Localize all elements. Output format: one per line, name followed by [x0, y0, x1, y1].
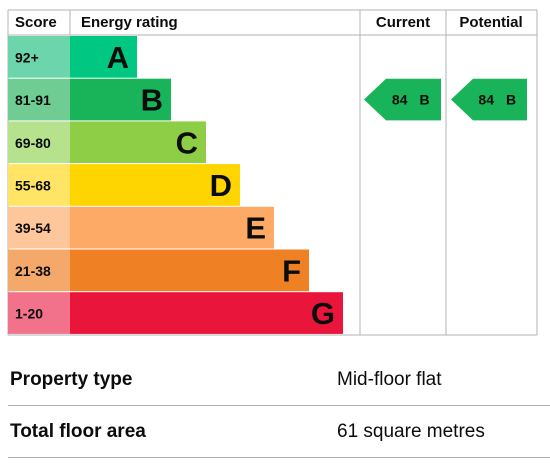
current-rating-letter: B — [420, 92, 430, 108]
score-label-e: 39-54 — [15, 220, 51, 236]
property-divider — [8, 405, 550, 406]
floor-area-label: Total floor area — [10, 421, 146, 442]
floor-area-value: 61 square metres — [337, 421, 485, 442]
score-cell-d — [8, 164, 70, 206]
rating-bands: 92+ A 81-91 B 69-80 C 55-68 D 39-54 E 21-38 F 1-20 G — [8, 36, 343, 334]
band-bar-f — [70, 249, 309, 292]
score-label-g: 1-20 — [15, 306, 43, 322]
band-letter-d: D — [210, 168, 232, 203]
band-bar-d — [70, 164, 240, 206]
header-current: Current — [376, 14, 430, 31]
header-score: Score — [15, 14, 57, 31]
band-bar-e — [70, 206, 274, 249]
band-bar-c — [70, 121, 206, 164]
band-bar-g — [70, 292, 343, 334]
score-cell-c — [8, 121, 70, 164]
score-label-c: 69-80 — [15, 135, 51, 151]
rating-indicators: 84 B 84 B — [364, 78, 527, 121]
band-bar-b — [70, 78, 171, 121]
score-label-f: 21-38 — [15, 263, 51, 279]
score-cell-a — [8, 36, 70, 78]
score-cell-b — [8, 78, 70, 121]
score-label-a: 92+ — [15, 49, 39, 65]
property-type-value: Mid-floor flat — [337, 369, 442, 390]
header-potential: Potential — [459, 14, 522, 31]
score-label-d: 55-68 — [15, 177, 51, 193]
potential-rating-letter: B — [506, 92, 516, 108]
energy-rating-chart: Score Energy rating Current Potential 92… — [7, 9, 538, 336]
score-cell-g — [8, 292, 70, 334]
score-cell-f — [8, 249, 70, 292]
bottom-divider — [8, 457, 550, 458]
score-cell-e — [8, 206, 70, 249]
band-letter-f: F — [282, 253, 301, 288]
property-type-row: Property type Mid-floor flat — [0, 354, 550, 406]
band-letter-b: B — [141, 83, 163, 118]
current-rating-arrow — [364, 78, 441, 121]
band-letter-e: E — [245, 211, 266, 246]
band-letter-c: C — [176, 125, 198, 160]
band-bar-a — [70, 36, 137, 78]
band-letter-g: G — [311, 296, 335, 331]
potential-rating-arrow — [451, 78, 527, 121]
current-rating-value: 84 — [392, 92, 408, 108]
potential-rating-value: 84 — [478, 92, 494, 108]
property-type-label: Property type — [10, 369, 133, 390]
band-letter-a: A — [107, 40, 129, 75]
score-label-b: 81-91 — [15, 92, 51, 108]
header-energy-rating: Energy rating — [81, 14, 178, 31]
floor-area-row: Total floor area 61 square metres — [0, 406, 550, 458]
